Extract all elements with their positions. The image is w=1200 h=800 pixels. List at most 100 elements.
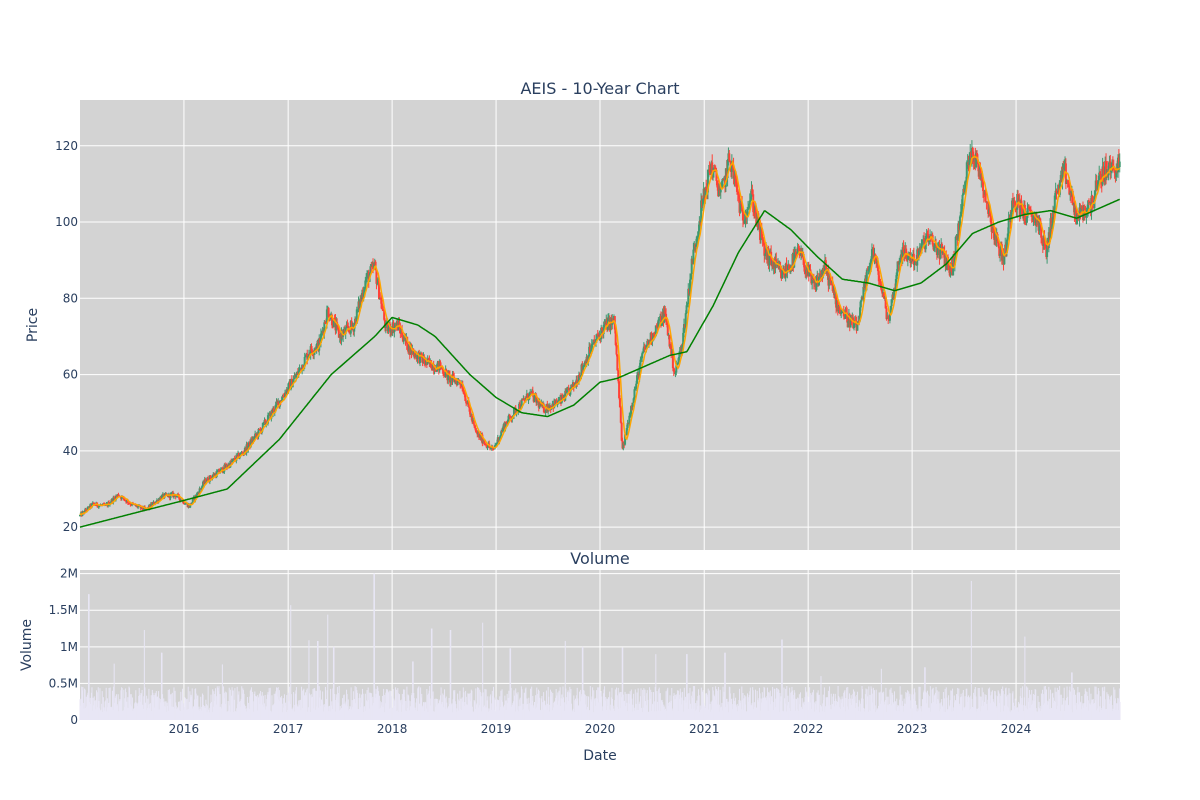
volume-bar (587, 696, 589, 720)
price-grid (80, 100, 1120, 550)
volume-bar (945, 712, 947, 720)
volume-bar (817, 693, 819, 720)
candle-body (976, 153, 979, 160)
volume-y-tick-label: 1.5M (49, 603, 78, 617)
candle-body (1085, 214, 1088, 217)
volume-bar (419, 703, 421, 720)
candle-body (1003, 254, 1006, 265)
volume-bar (730, 702, 732, 720)
volume-bar (763, 686, 765, 720)
volume-bar (525, 687, 527, 720)
volume-bar (626, 711, 628, 720)
volume-bar (1064, 700, 1066, 720)
volume-bar (847, 687, 849, 720)
volume-bar (1067, 704, 1069, 720)
volume-bar (687, 693, 689, 720)
volume-bar (180, 700, 182, 720)
volume-bar (201, 693, 203, 720)
volume-bar (798, 698, 800, 720)
volume-bar (1063, 687, 1065, 720)
volume-bar (779, 693, 781, 720)
volume-bar (889, 699, 891, 720)
volume-bar (937, 698, 939, 720)
x-tick-label: 2017 (273, 722, 304, 736)
candle-body (960, 206, 963, 212)
volume-bar (921, 699, 923, 720)
volume-bar (1057, 705, 1059, 720)
volume-bar (795, 699, 797, 720)
volume-bar (830, 709, 832, 720)
volume-bar (1084, 694, 1086, 720)
volume-bar (135, 690, 137, 720)
candle-body (1111, 164, 1114, 166)
volume-bar (193, 706, 195, 720)
volume-bar (1068, 705, 1070, 720)
volume-bar (1073, 689, 1075, 720)
volume-bar (383, 688, 385, 720)
candle-body (261, 422, 264, 430)
volume-bar (263, 706, 265, 720)
candle-body (1011, 200, 1014, 213)
volume-bar (605, 709, 607, 720)
volume-bar (935, 686, 937, 720)
volume-bar (923, 692, 925, 720)
volume-bar (655, 711, 657, 720)
volume-bar (408, 695, 410, 720)
volume-bar (586, 709, 588, 720)
volume-bar (498, 710, 500, 720)
volume-bar (874, 690, 876, 720)
volume-bar (375, 693, 377, 720)
volume-bar (128, 686, 130, 720)
volume-bar (696, 700, 698, 720)
volume-bar (357, 709, 359, 720)
volume-bar (86, 706, 88, 720)
volume-bar (406, 708, 408, 720)
candle-body (97, 505, 100, 508)
volume-bar (938, 711, 940, 720)
volume-bar (80, 705, 82, 720)
volume-bar (215, 688, 217, 720)
volume-bar (250, 687, 252, 720)
volume-bar (1051, 708, 1053, 720)
volume-bar (964, 696, 966, 720)
candle-body (1052, 210, 1055, 225)
candle-body (927, 233, 930, 243)
x-tick-label: 2018 (377, 722, 408, 736)
volume-bar (483, 707, 485, 720)
volume-bar (332, 646, 334, 720)
candle-body (189, 503, 192, 508)
volume-bar (312, 689, 314, 720)
volume-bar (576, 695, 578, 720)
volume-bar (867, 696, 869, 720)
volume-bar (370, 698, 372, 720)
volume-bar (770, 704, 772, 720)
candle-body (622, 442, 625, 449)
volume-bar (290, 605, 292, 720)
volume-bar (124, 698, 126, 720)
candle-body (690, 258, 693, 274)
volume-bar (788, 701, 790, 720)
volume-bar (421, 705, 423, 720)
volume-bar (175, 705, 177, 720)
volume-bar (715, 689, 717, 720)
volume-bar (856, 691, 858, 720)
volume-bar (424, 711, 426, 720)
volume-bar (320, 706, 322, 720)
volume-bar (1086, 691, 1088, 720)
volume-bar (840, 702, 842, 720)
volume-bar (1012, 702, 1014, 720)
candle-body (267, 414, 270, 416)
volume-bar (720, 707, 722, 720)
volume-bar (667, 702, 669, 720)
volume-bar (298, 700, 300, 720)
candle-body (387, 327, 390, 332)
volume-bar (1067, 696, 1069, 720)
volume-bar (627, 693, 629, 720)
volume-bar (748, 695, 750, 720)
volume-bar (911, 694, 913, 720)
candle-body (747, 204, 750, 209)
volume-bar (630, 694, 632, 720)
volume-bar (107, 707, 109, 720)
volume-bar (475, 705, 477, 720)
volume-bar (481, 711, 483, 720)
